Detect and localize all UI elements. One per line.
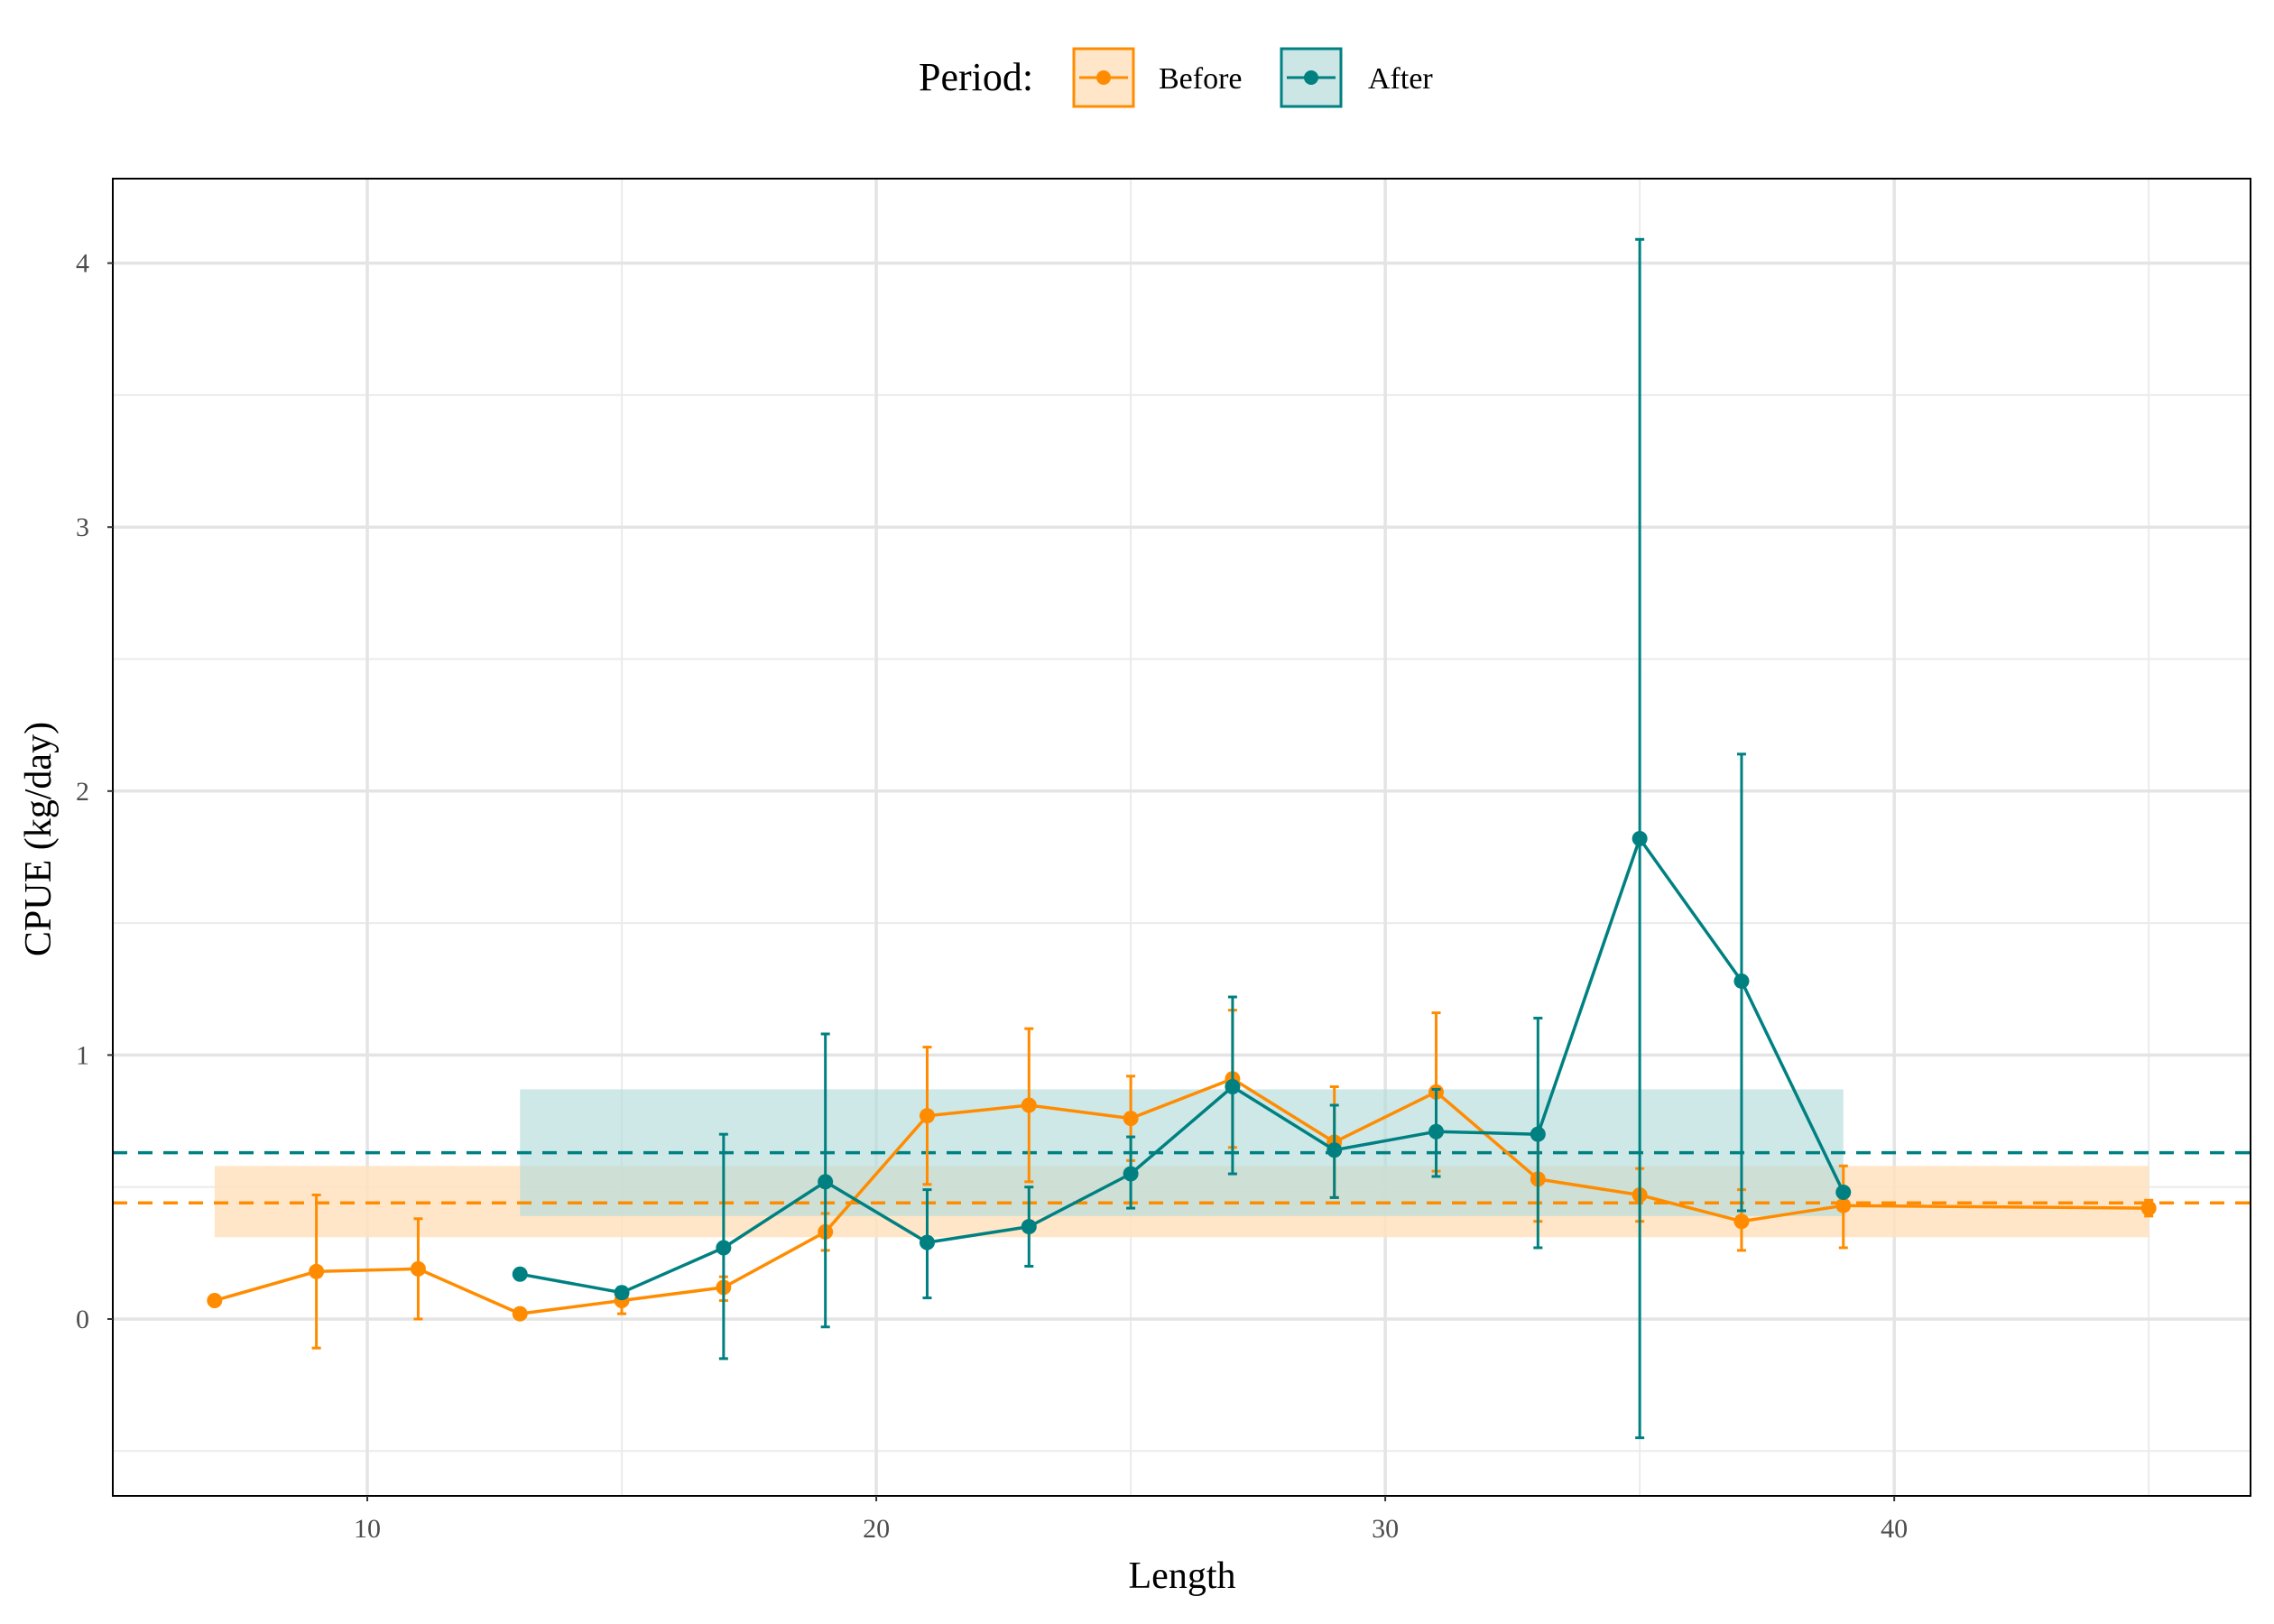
data-point-after <box>1326 1142 1343 1158</box>
series-line-before <box>214 1076 2149 1315</box>
data-point-before <box>512 1306 528 1322</box>
data-point-after <box>1835 1185 1852 1201</box>
x-axis-title: Length <box>1129 1555 1236 1597</box>
y-tick-label: 3 <box>76 512 89 542</box>
y-tick-label: 4 <box>76 249 89 279</box>
data-point-after <box>1632 830 1648 846</box>
data-point-before <box>207 1292 223 1308</box>
data-point-after <box>919 1234 935 1250</box>
data-point-after <box>818 1174 834 1190</box>
legend: Period: Before After <box>919 47 1433 108</box>
data-point-after <box>1428 1123 1445 1140</box>
legend-title: Period: <box>919 55 1033 99</box>
series-line-after <box>519 836 1845 1295</box>
x-tick-label: 20 <box>863 1514 890 1544</box>
y-axis-title: CPUE (kg/day) <box>18 722 60 956</box>
confidence-bands <box>214 1089 2149 1238</box>
legend-item-before: Before <box>1072 47 1243 108</box>
legend-marker-after <box>1304 70 1318 85</box>
mean-lines <box>113 1150 2251 1204</box>
series-layer <box>207 237 2157 1440</box>
panel-border <box>112 178 2251 1497</box>
legend-marker-before <box>1096 70 1111 85</box>
data-point-before <box>2140 1200 2157 1216</box>
gridlines <box>113 179 2251 1496</box>
x-axis-ticks: 10 20 30 40 <box>354 1496 1908 1544</box>
data-point-after <box>1021 1219 1037 1235</box>
legend-label-after: After <box>1368 62 1433 96</box>
x-tick-label: 30 <box>1372 1514 1399 1544</box>
data-point-after <box>512 1266 528 1282</box>
data-point-after <box>716 1240 732 1256</box>
y-tick-label: 0 <box>76 1305 89 1334</box>
legend-item-after: After <box>1280 47 1433 108</box>
data-point-before <box>919 1108 935 1124</box>
data-point-after <box>1733 973 1750 989</box>
y-tick-label: 1 <box>76 1040 89 1070</box>
data-point-after <box>1225 1078 1241 1094</box>
data-point-before <box>410 1260 426 1277</box>
legend-label-before: Before <box>1159 62 1243 96</box>
data-point-before <box>1021 1097 1037 1113</box>
y-axis-ticks: 0 1 2 3 4 <box>76 249 113 1334</box>
data-point-before <box>309 1263 325 1279</box>
series-after <box>512 237 1852 1440</box>
data-point-after <box>1123 1166 1139 1182</box>
x-tick-label: 40 <box>1881 1514 1908 1544</box>
data-point-before <box>1835 1197 1852 1213</box>
data-point-after <box>614 1285 630 1301</box>
data-point-after <box>1530 1126 1546 1142</box>
x-tick-label: 10 <box>354 1514 381 1544</box>
data-point-before <box>1733 1213 1750 1230</box>
y-tick-label: 2 <box>76 777 89 807</box>
data-point-before <box>1123 1111 1139 1127</box>
